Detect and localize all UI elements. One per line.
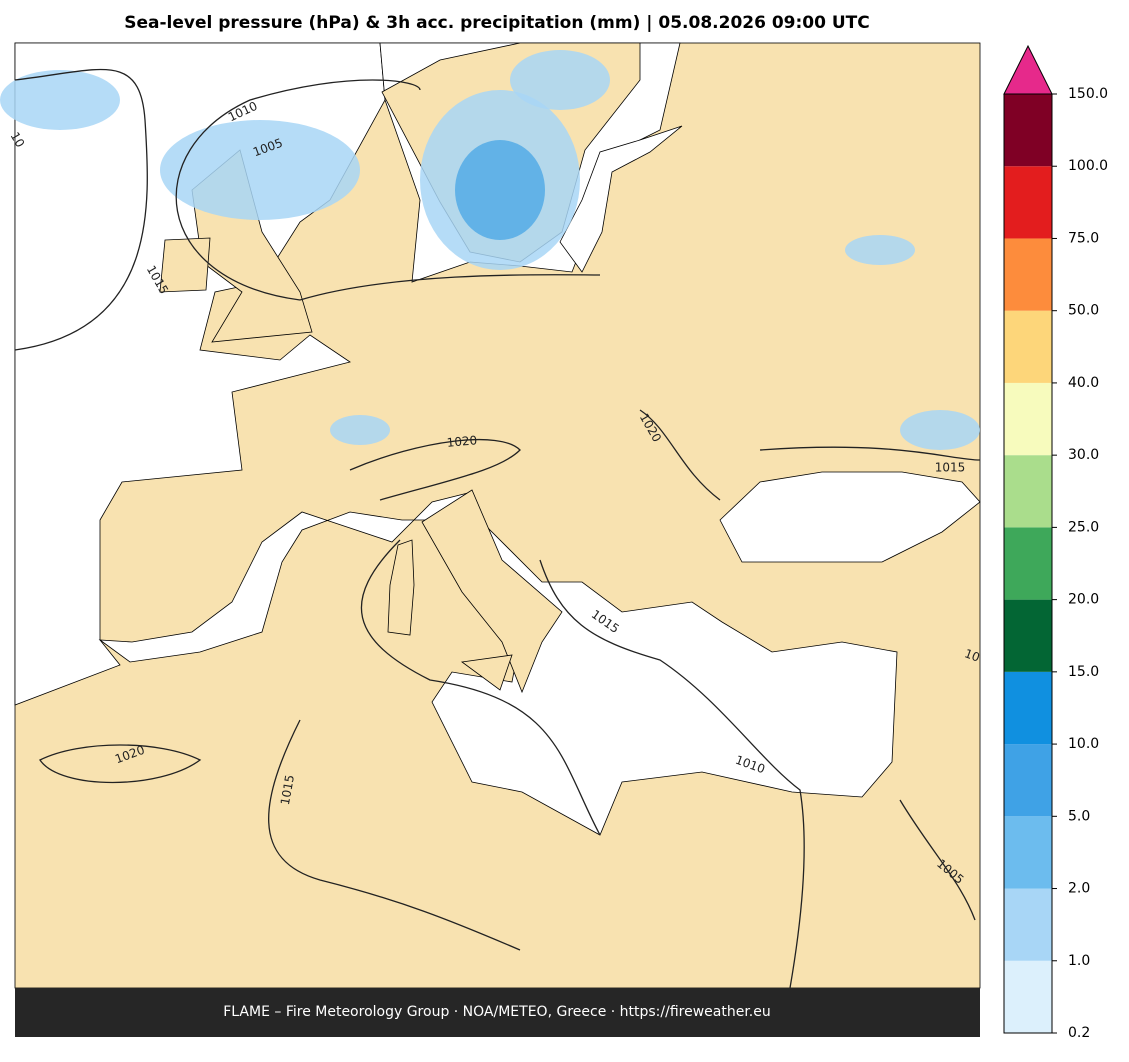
rain-area <box>900 410 980 450</box>
map-title: Sea-level pressure (hPa) & 3h acc. preci… <box>124 13 870 33</box>
colorbar-segment <box>1004 599 1052 672</box>
colorbar-tick-label: 10.0 <box>1068 736 1099 752</box>
colorbar: 0.2 1.0 2.0 5.0 10.0 15.0 20.0 25.0 30.0 40.0 50.0… <box>1003 44 1108 1041</box>
colorbar-segment <box>1004 94 1052 167</box>
colorbar-tick-label: 5.0 <box>1068 808 1090 824</box>
colorbar-segment <box>1004 744 1052 817</box>
contour-label: 10 <box>8 130 28 150</box>
isobar <box>299 274 601 301</box>
rain-area <box>330 415 390 445</box>
corsica-sardinia <box>387 539 415 636</box>
rain-area <box>510 50 610 110</box>
colorbar-tick-label: 30.0 <box>1068 447 1099 463</box>
colorbar-tick-label: 50.0 <box>1068 303 1099 319</box>
isobar <box>14 68 148 351</box>
isobar <box>175 79 421 301</box>
colorbar-segment <box>1004 527 1052 600</box>
colorbar-segment <box>1004 382 1052 456</box>
colorbar-tick-label: 20.0 <box>1068 592 1099 608</box>
isobar <box>39 744 202 784</box>
contour-label: 1015 <box>935 461 966 475</box>
precipitation <box>0 50 980 450</box>
baltic <box>559 125 683 273</box>
contour-label: 1015 <box>278 774 297 807</box>
footer-bar <box>15 988 980 1037</box>
colorbar-tick-label: 75.0 <box>1068 230 1099 246</box>
colorbar-tick-label: 150.0 <box>1068 86 1108 102</box>
footer-text: FLAME – Fire Meteorology Group · NOA/MET… <box>223 1004 771 1020</box>
isobar <box>349 438 521 501</box>
mediterranean <box>98 491 898 836</box>
colorbar-tick-label: 2.0 <box>1068 881 1090 897</box>
colorbar-tick-label: 25.0 <box>1068 519 1099 535</box>
colorbar-tick-label: 1.0 <box>1068 953 1090 969</box>
isobars <box>14 68 981 989</box>
colorbar-segment <box>1004 166 1052 239</box>
rain-area <box>0 70 120 130</box>
colorbar-segment <box>1004 960 1052 1033</box>
isobar <box>268 719 521 951</box>
contour-label: 1020 <box>446 433 478 450</box>
colorbar-segment <box>1004 455 1052 528</box>
isobar <box>539 559 805 989</box>
colorbar-segment <box>1004 310 1052 383</box>
colorbar-tick-label: 0.2 <box>1068 1025 1090 1041</box>
colorbar-extension <box>1003 44 1053 95</box>
colorbar-segment <box>1004 888 1052 961</box>
colorbar-segment <box>1004 238 1052 311</box>
colorbar-tick-label: 15.0 <box>1068 664 1099 680</box>
isobar <box>759 446 981 461</box>
italy <box>421 489 563 694</box>
black-sea <box>719 471 981 563</box>
rain-area <box>160 120 360 220</box>
colorbar-frame <box>1003 93 1053 1034</box>
sicily <box>460 654 513 691</box>
rain-area <box>845 235 915 265</box>
contour-label: 10 <box>963 646 982 664</box>
colorbar-segment <box>1004 671 1052 745</box>
isobar <box>639 409 721 501</box>
isobar <box>360 539 601 836</box>
colorbar-segment <box>1004 816 1052 889</box>
colorbar-tick-label: 100.0 <box>1068 158 1108 174</box>
colorbar-tick-label: 40.0 <box>1068 375 1099 391</box>
isobar <box>899 799 976 921</box>
rain-area <box>455 140 545 240</box>
